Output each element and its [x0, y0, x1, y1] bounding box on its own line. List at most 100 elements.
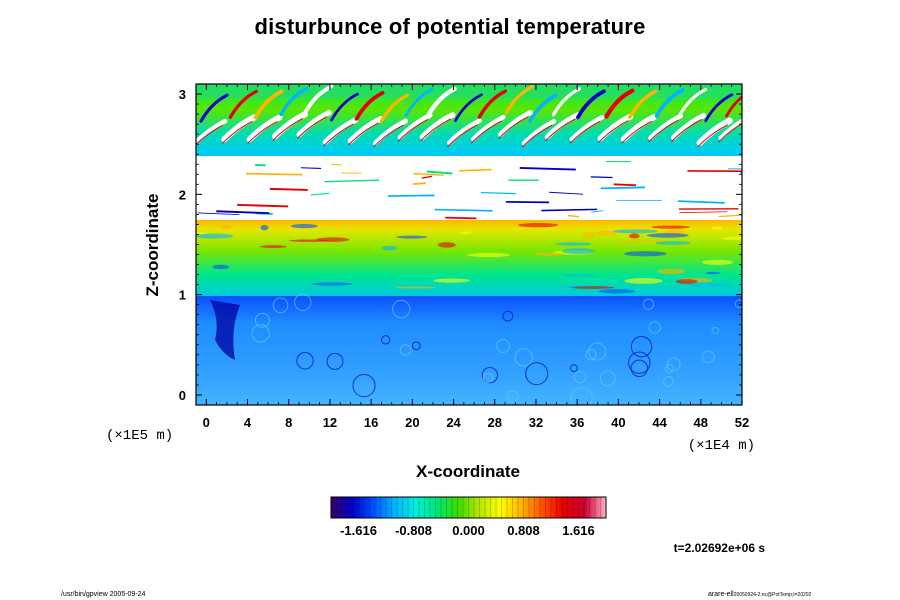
- eddy: [663, 375, 674, 387]
- band-streak: [445, 216, 477, 220]
- eddy: [525, 362, 549, 386]
- wave-streak: [253, 89, 284, 120]
- band-streak: [541, 208, 598, 212]
- wave-streak: [551, 87, 582, 117]
- wave-gap: [419, 112, 456, 140]
- mid-streak: [395, 235, 428, 239]
- mid-streak: [260, 224, 269, 231]
- mid-streak: [517, 222, 559, 228]
- eddy: [392, 299, 411, 319]
- chart-title: disturbunce of potential temperature: [254, 14, 646, 39]
- mid-streak: [676, 279, 698, 284]
- x-units-label: (×1E4 m): [688, 438, 755, 454]
- wave-gap: [521, 118, 557, 146]
- eddy: [502, 310, 514, 322]
- mid-streak: [657, 268, 686, 275]
- wave-gap: [347, 116, 384, 144]
- wave-gap: [221, 114, 258, 143]
- mid-streak: [196, 233, 234, 239]
- mid-streak: [212, 264, 230, 270]
- wave-gap: [446, 118, 482, 146]
- eddy: [734, 299, 742, 309]
- plume: [210, 300, 240, 360]
- mid-streak: [624, 277, 663, 284]
- band-streak: [434, 208, 493, 212]
- y-axis: 0 1 2 3: [179, 87, 742, 403]
- x-tick-label: 32: [529, 415, 543, 430]
- x-tick-label: 4: [244, 415, 252, 430]
- mid-streak: [612, 229, 658, 234]
- eddy: [630, 336, 653, 358]
- band-streak: [245, 172, 303, 176]
- wave-gap: [696, 117, 733, 147]
- wave-streak: [454, 93, 483, 123]
- band-streak: [387, 194, 435, 197]
- wave-gap: [296, 109, 332, 138]
- eddy: [506, 390, 519, 403]
- eddy: [642, 298, 655, 310]
- eddy: [648, 321, 662, 334]
- wave-edge: [420, 118, 451, 142]
- eddy: [496, 338, 511, 353]
- wave-streak: [704, 93, 734, 123]
- eddy: [411, 341, 421, 351]
- band-streak: [567, 214, 580, 218]
- wave-gap: [196, 118, 228, 146]
- wave-edge: [671, 119, 702, 142]
- wave-streak: [604, 88, 635, 119]
- band-streak: [505, 201, 550, 204]
- eddy: [585, 349, 597, 361]
- wave-gap: [372, 118, 408, 146]
- wave-streak: [654, 88, 685, 118]
- band-streak: [677, 200, 725, 204]
- eddy: [628, 351, 651, 374]
- wave-edge: [545, 118, 576, 142]
- x-axis: 0 4 8 12 16 20 24 28 32 36 40 44 48 52: [203, 84, 749, 430]
- eddy: [514, 348, 533, 367]
- band-streak: [421, 175, 433, 179]
- footer-right-detail: 20050924-2.nc@PotTemp,t=20292: [734, 592, 812, 598]
- y-tick-label: 3: [179, 87, 186, 102]
- footer-left: /usr/bin/gpview 2005-09-24: [61, 591, 146, 598]
- wave-streak: [528, 93, 558, 124]
- band-streak: [269, 187, 308, 191]
- wave-gap: [471, 114, 506, 142]
- wave-edge: [521, 124, 553, 148]
- eddy: [573, 370, 587, 384]
- wave-gap: [569, 114, 605, 142]
- wave-edge: [569, 120, 601, 144]
- x-tick-label: 52: [735, 415, 749, 430]
- eddy: [326, 352, 344, 370]
- mid-streak: [721, 236, 742, 241]
- wave-edge: [648, 119, 679, 143]
- y-tick-label: 2: [179, 187, 186, 202]
- band-streak: [413, 172, 444, 176]
- mid-streak: [582, 231, 596, 238]
- x-tick-label: 48: [694, 415, 708, 430]
- band-streak: [739, 172, 742, 174]
- x-tick-label: 44: [652, 415, 667, 430]
- eddy: [569, 364, 578, 373]
- eddy: [254, 312, 270, 328]
- mid-streak: [196, 232, 209, 235]
- eddy: [381, 335, 391, 345]
- y-tick-label: 1: [179, 288, 186, 303]
- mid-streak: [651, 225, 691, 229]
- wave-streak: [504, 84, 535, 115]
- mid-streak: [555, 242, 592, 246]
- eddy: [701, 350, 715, 364]
- band-streak: [548, 191, 584, 195]
- time-label: t=2.02692e+06 s: [674, 541, 766, 555]
- wave-gap: [648, 113, 684, 141]
- wave-edge: [373, 124, 404, 148]
- wave-gap: [620, 114, 657, 143]
- eddy: [481, 366, 499, 384]
- wave-streak: [330, 92, 359, 122]
- eddy: [296, 352, 314, 370]
- mid-streak: [655, 241, 691, 245]
- mid-streak: [534, 252, 565, 256]
- y-units-label: (×1E5 m): [106, 428, 173, 444]
- wave-gap: [597, 113, 634, 142]
- eddy: [630, 359, 649, 378]
